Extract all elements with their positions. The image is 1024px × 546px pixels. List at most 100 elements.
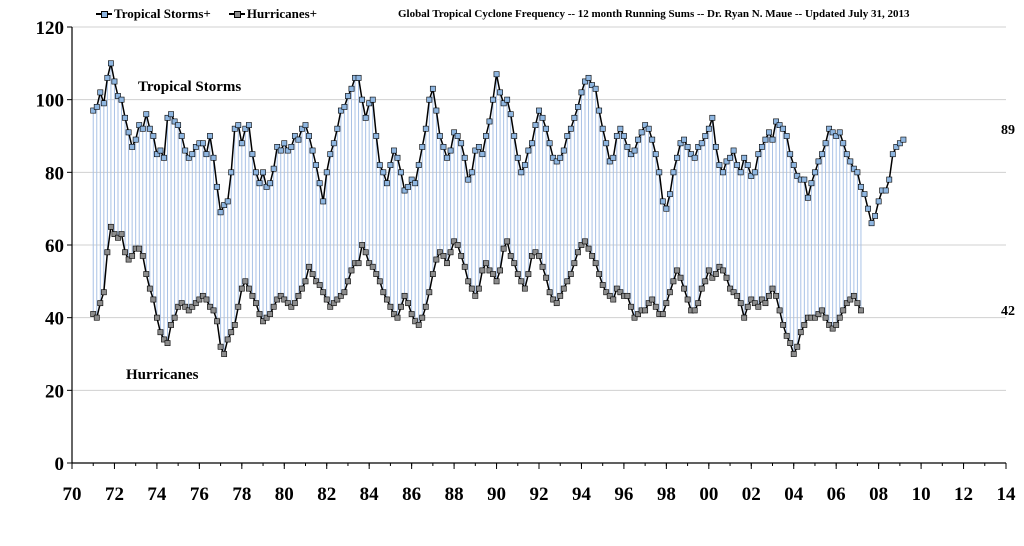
data-point-tropical-storms [277, 147, 284, 154]
data-point-hurricanes [125, 256, 132, 263]
data-point-tropical-storms [472, 147, 479, 154]
data-point-hurricanes [613, 285, 620, 292]
data-point-tropical-storms [603, 140, 610, 147]
data-point-tropical-storms [458, 140, 465, 147]
data-point-tropical-storms [819, 151, 825, 158]
data-point-tropical-storms [249, 151, 256, 158]
data-point-tropical-storms [359, 96, 366, 103]
data-point-hurricanes [154, 314, 160, 321]
data-point-tropical-storms [387, 162, 394, 168]
y-tick-label: 20 [45, 381, 64, 402]
data-point-tropical-storms [712, 144, 719, 150]
data-point-tropical-storms [316, 180, 323, 187]
data-point-hurricanes [560, 285, 567, 292]
data-point-hurricanes [196, 296, 203, 303]
data-point-tropical-storms [631, 147, 638, 154]
data-point-hurricanes [313, 278, 320, 285]
x-tick-label: 88 [445, 484, 464, 505]
data-point-tropical-storms [263, 183, 270, 190]
data-point-tropical-storms [362, 114, 369, 121]
data-point-tropical-storms [659, 198, 666, 205]
data-point-tropical-storms [893, 144, 900, 150]
data-point-hurricanes [461, 263, 468, 270]
data-point-tropical-storms [698, 140, 705, 147]
data-point-tropical-storms [207, 133, 213, 139]
data-point-tropical-storms [557, 154, 564, 161]
data-point-hurricanes [242, 278, 249, 285]
data-point-tropical-storms [422, 125, 429, 132]
data-point-hurricanes [567, 271, 574, 277]
data-point-tropical-storms [337, 107, 344, 114]
data-point-hurricanes [366, 260, 373, 267]
data-point-hurricanes [118, 231, 125, 237]
data-point-hurricanes [677, 274, 684, 281]
data-point-tropical-storms [681, 136, 687, 143]
data-point-tropical-storms [730, 147, 737, 154]
data-point-tropical-storms [571, 114, 578, 121]
data-point-tropical-storms [882, 187, 889, 194]
data-point-hurricanes [670, 278, 677, 285]
data-point-hurricanes [744, 303, 751, 310]
annotation-tropical-storms-last-value: 89 [1001, 123, 1015, 138]
data-point-tropical-storms [309, 147, 316, 154]
data-point-tropical-storms [242, 125, 249, 132]
legend-swatch-tropical-storms [96, 9, 112, 19]
data-point-tropical-storms [171, 118, 178, 125]
data-point-tropical-storms [868, 220, 875, 227]
data-point-tropical-storms [511, 133, 518, 139]
data-point-tropical-storms [398, 169, 404, 176]
data-point-tropical-storms [865, 205, 871, 212]
data-point-hurricanes [146, 285, 153, 292]
data-point-hurricanes [376, 278, 383, 285]
data-point-hurricanes [412, 318, 419, 325]
data-point-tropical-storms [345, 93, 351, 99]
data-point-tropical-storms [751, 169, 758, 176]
x-tick-label: 82 [317, 484, 336, 505]
data-point-hurricanes [415, 322, 422, 328]
data-point-tropical-storms [649, 136, 656, 143]
data-point-hurricanes [812, 314, 818, 321]
data-point-tropical-storms [284, 147, 291, 154]
data-point-tropical-storms [451, 129, 457, 136]
data-point-hurricanes [854, 300, 861, 307]
data-point-hurricanes [850, 292, 857, 299]
data-point-tropical-storms [695, 144, 702, 150]
data-point-hurricanes [790, 351, 797, 357]
data-point-tropical-storms [727, 154, 733, 161]
data-point-hurricanes [532, 249, 539, 256]
data-point-tropical-storms [238, 140, 245, 147]
data-point-hurricanes [543, 274, 549, 281]
data-point-tropical-storms [684, 144, 691, 150]
data-point-tropical-storms [521, 162, 528, 168]
data-point-tropical-storms [656, 169, 663, 176]
x-tick-label: 96 [614, 484, 633, 505]
data-point-hurricanes [302, 278, 309, 285]
x-tick-label: 94 [572, 484, 592, 505]
data-point-tropical-storms [709, 114, 716, 121]
data-point-tropical-storms [599, 125, 606, 132]
x-tick-label: 14 [997, 484, 1017, 505]
data-point-tropical-storms [843, 151, 850, 158]
data-point-hurricanes [228, 329, 235, 336]
data-point-hurricanes [858, 307, 864, 314]
data-point-hurricanes [691, 307, 698, 314]
x-tick-label: 08 [869, 484, 888, 505]
data-point-tropical-storms [288, 144, 295, 150]
data-point-tropical-storms [440, 144, 447, 150]
data-point-tropical-storms [132, 136, 139, 143]
data-point-tropical-storms [90, 107, 97, 114]
data-point-hurricanes [200, 292, 206, 299]
data-point-tropical-storms [564, 133, 571, 139]
data-point-hurricanes [171, 314, 178, 321]
x-tick-label: 06 [827, 484, 846, 505]
data-point-hurricanes [401, 292, 408, 299]
data-point-hurricanes [843, 300, 850, 307]
data-point-hurricanes [758, 296, 765, 303]
data-point-tropical-storms [412, 180, 419, 187]
data-point-tropical-storms [348, 85, 355, 92]
data-point-tropical-storms [146, 125, 153, 132]
data-point-hurricanes [291, 300, 298, 307]
data-point-tropical-storms [161, 154, 167, 161]
data-point-hurricanes [433, 256, 440, 263]
legend: Tropical Storms+ Hurricanes+ [96, 6, 317, 22]
